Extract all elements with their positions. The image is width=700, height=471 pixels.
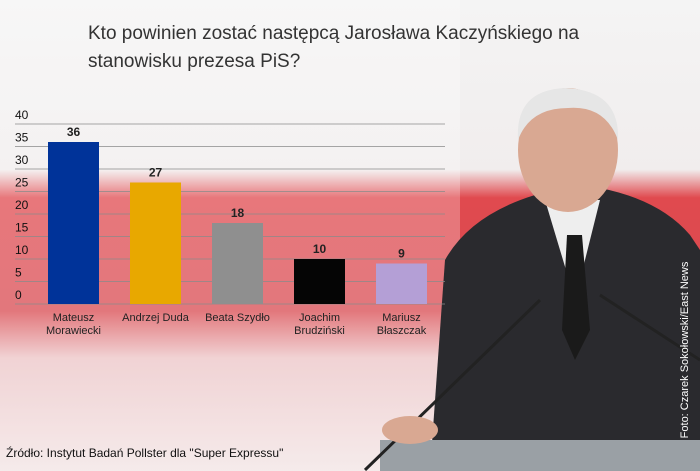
y-tick-label: 10: [15, 243, 29, 257]
value-label: 18: [231, 206, 245, 220]
photo: [363, 88, 700, 471]
bar: [294, 259, 345, 304]
value-label: 10: [313, 242, 327, 256]
bar: [376, 263, 427, 304]
y-tick-label: 25: [15, 176, 29, 190]
x-tick-label: Mateusz Morawiecki: [45, 312, 101, 337]
source: Źródło: Instytut Badań Pollster dla "Sup…: [6, 445, 283, 460]
y-tick-label: 40: [15, 108, 29, 122]
value-label: 9: [398, 247, 405, 261]
y-tick-label: 0: [15, 288, 22, 302]
bar: [130, 182, 181, 304]
x-tick-label: Mariusz Błaszczak: [376, 312, 427, 337]
y-tick-label: 35: [15, 131, 29, 145]
y-tick-label: 20: [15, 198, 29, 212]
y-tick-label: 5: [15, 266, 22, 280]
x-tick-label: Beata Szydło: [205, 312, 270, 324]
bar: [48, 142, 99, 304]
bar: [212, 223, 263, 304]
value-label: 36: [67, 125, 81, 139]
y-tick-label: 15: [15, 221, 29, 235]
chart-title: Kto powinien zostać następcą Jarosława K…: [88, 23, 580, 72]
value-label: 27: [149, 166, 163, 180]
y-tick-label: 30: [15, 153, 29, 167]
x-tick-label: Andrzej Duda: [122, 312, 189, 324]
photo-credit: Foto: Czarek Sokołowski/East News: [679, 261, 691, 438]
x-tick-label: Joachim Brudziński: [294, 312, 345, 337]
